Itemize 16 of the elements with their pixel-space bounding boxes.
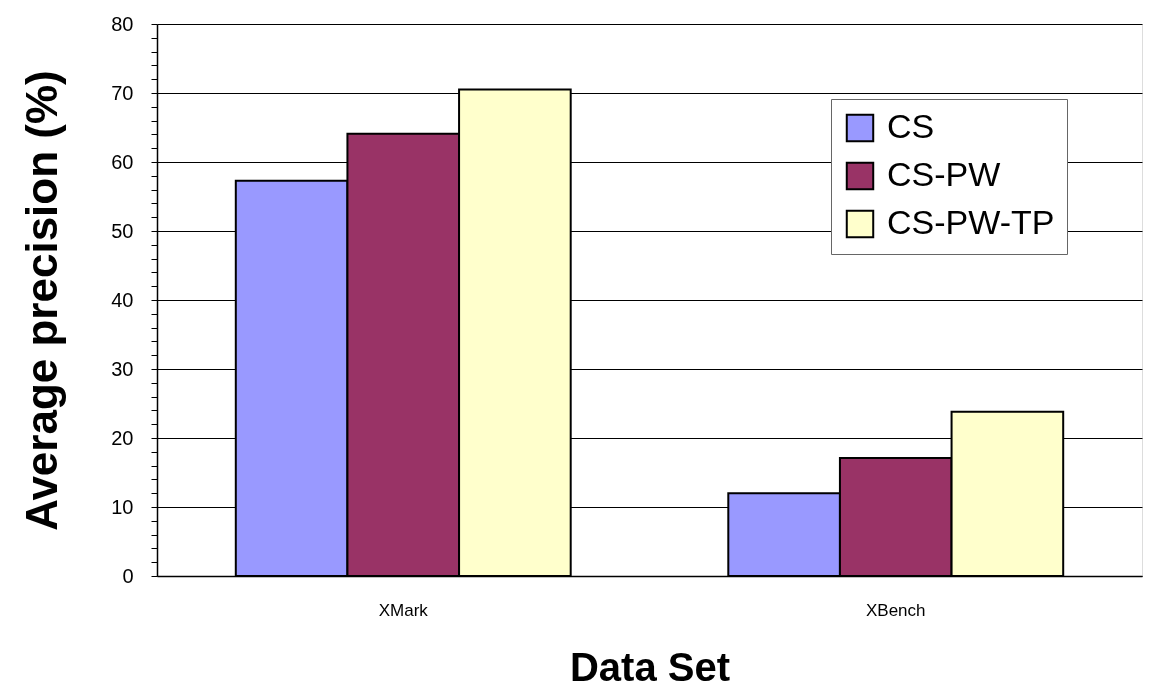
y-tick-label: 70 xyxy=(111,81,134,104)
legend-label: CS xyxy=(887,107,935,145)
x-tick-label: XMark xyxy=(378,600,429,620)
y-tick-label: 10 xyxy=(111,495,134,518)
y-tick-label: 40 xyxy=(111,288,134,311)
y-tick-label: 80 xyxy=(111,12,134,35)
legend-label: CS-PW-TP xyxy=(887,203,1055,241)
x-tick-label: XBench xyxy=(865,600,926,620)
y-tick-label: 50 xyxy=(111,219,134,242)
y-tick-label: 60 xyxy=(111,150,134,173)
y-tick-label: 20 xyxy=(111,426,134,449)
y-axis-title: Average precision (%) xyxy=(17,70,67,531)
y-tick-label: 30 xyxy=(111,357,134,380)
x-axis-title: Data Set xyxy=(569,644,731,688)
legend-label: CS-PW xyxy=(887,155,1001,193)
y-tick-label: 0 xyxy=(122,564,134,587)
